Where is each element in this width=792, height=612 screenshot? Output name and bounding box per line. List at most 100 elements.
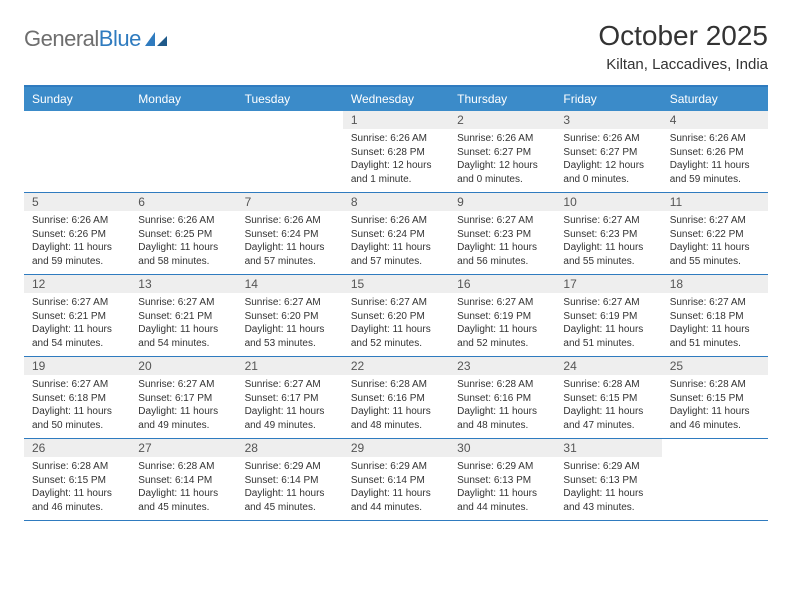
sunset-text: Sunset: 6:13 PM — [563, 474, 653, 488]
date-number: 29 — [343, 439, 449, 457]
sunrise-text: Sunrise: 6:27 AM — [670, 296, 760, 310]
day-info: Sunrise: 6:27 AMSunset: 6:18 PMDaylight:… — [24, 375, 130, 438]
sunrise-text: Sunrise: 6:27 AM — [457, 296, 547, 310]
week-row: 5Sunrise: 6:26 AMSunset: 6:26 PMDaylight… — [24, 193, 768, 275]
daylight-text: Daylight: 11 hours and 45 minutes. — [138, 487, 228, 514]
date-number: 5 — [24, 193, 130, 211]
brand-name-b: Blue — [99, 26, 141, 51]
day-info: Sunrise: 6:28 AMSunset: 6:16 PMDaylight:… — [449, 375, 555, 438]
sunrise-text: Sunrise: 6:29 AM — [457, 460, 547, 474]
day-cell: 23Sunrise: 6:28 AMSunset: 6:16 PMDayligh… — [449, 357, 555, 438]
day-info: Sunrise: 6:27 AMSunset: 6:19 PMDaylight:… — [449, 293, 555, 356]
day-info: Sunrise: 6:27 AMSunset: 6:18 PMDaylight:… — [662, 293, 768, 356]
day-cell — [237, 111, 343, 192]
daylight-text: Daylight: 11 hours and 59 minutes. — [32, 241, 122, 268]
sunrise-text: Sunrise: 6:28 AM — [138, 460, 228, 474]
sunset-text: Sunset: 6:20 PM — [245, 310, 335, 324]
day-info: Sunrise: 6:27 AMSunset: 6:19 PMDaylight:… — [555, 293, 661, 356]
sunset-text: Sunset: 6:13 PM — [457, 474, 547, 488]
sunrise-text: Sunrise: 6:27 AM — [563, 296, 653, 310]
daylight-text: Daylight: 11 hours and 53 minutes. — [245, 323, 335, 350]
daylight-text: Daylight: 11 hours and 57 minutes. — [245, 241, 335, 268]
sunrise-text: Sunrise: 6:28 AM — [563, 378, 653, 392]
day-info: Sunrise: 6:26 AMSunset: 6:25 PMDaylight:… — [130, 211, 236, 274]
sunset-text: Sunset: 6:20 PM — [351, 310, 441, 324]
sunrise-text: Sunrise: 6:26 AM — [670, 132, 760, 146]
sunrise-text: Sunrise: 6:27 AM — [670, 214, 760, 228]
date-number: 16 — [449, 275, 555, 293]
day-cell: 24Sunrise: 6:28 AMSunset: 6:15 PMDayligh… — [555, 357, 661, 438]
day-cell: 12Sunrise: 6:27 AMSunset: 6:21 PMDayligh… — [24, 275, 130, 356]
sunrise-text: Sunrise: 6:28 AM — [457, 378, 547, 392]
sunrise-text: Sunrise: 6:29 AM — [245, 460, 335, 474]
date-number: 27 — [130, 439, 236, 457]
day-info: Sunrise: 6:26 AMSunset: 6:24 PMDaylight:… — [343, 211, 449, 274]
sunrise-text: Sunrise: 6:29 AM — [563, 460, 653, 474]
week-row: 26Sunrise: 6:28 AMSunset: 6:15 PMDayligh… — [24, 439, 768, 521]
daylight-text: Daylight: 11 hours and 46 minutes. — [670, 405, 760, 432]
day-info: Sunrise: 6:27 AMSunset: 6:20 PMDaylight:… — [237, 293, 343, 356]
date-number: 4 — [662, 111, 768, 129]
date-number: 9 — [449, 193, 555, 211]
sunset-text: Sunset: 6:17 PM — [138, 392, 228, 406]
sunrise-text: Sunrise: 6:26 AM — [245, 214, 335, 228]
date-number: 13 — [130, 275, 236, 293]
date-number: 30 — [449, 439, 555, 457]
day-info: Sunrise: 6:27 AMSunset: 6:17 PMDaylight:… — [237, 375, 343, 438]
date-number: 24 — [555, 357, 661, 375]
day-info: Sunrise: 6:29 AMSunset: 6:13 PMDaylight:… — [555, 457, 661, 520]
day-cell: 10Sunrise: 6:27 AMSunset: 6:23 PMDayligh… — [555, 193, 661, 274]
day-info: Sunrise: 6:27 AMSunset: 6:23 PMDaylight:… — [449, 211, 555, 274]
day-info: Sunrise: 6:26 AMSunset: 6:26 PMDaylight:… — [24, 211, 130, 274]
day-info: Sunrise: 6:28 AMSunset: 6:14 PMDaylight:… — [130, 457, 236, 520]
month-title: October 2025 — [598, 20, 768, 52]
date-number: 23 — [449, 357, 555, 375]
sunset-text: Sunset: 6:28 PM — [351, 146, 441, 160]
date-number: 6 — [130, 193, 236, 211]
sunset-text: Sunset: 6:18 PM — [670, 310, 760, 324]
sunrise-text: Sunrise: 6:28 AM — [670, 378, 760, 392]
sunrise-text: Sunrise: 6:26 AM — [32, 214, 122, 228]
day-cell: 6Sunrise: 6:26 AMSunset: 6:25 PMDaylight… — [130, 193, 236, 274]
date-number: 7 — [237, 193, 343, 211]
sunset-text: Sunset: 6:15 PM — [670, 392, 760, 406]
daylight-text: Daylight: 11 hours and 56 minutes. — [457, 241, 547, 268]
day-cell: 21Sunrise: 6:27 AMSunset: 6:17 PMDayligh… — [237, 357, 343, 438]
week-row: 19Sunrise: 6:27 AMSunset: 6:18 PMDayligh… — [24, 357, 768, 439]
sunrise-text: Sunrise: 6:26 AM — [351, 132, 441, 146]
day-header-wednesday: Wednesday — [343, 87, 449, 111]
date-number: 31 — [555, 439, 661, 457]
date-number: 19 — [24, 357, 130, 375]
day-cell: 16Sunrise: 6:27 AMSunset: 6:19 PMDayligh… — [449, 275, 555, 356]
sunset-text: Sunset: 6:15 PM — [563, 392, 653, 406]
sunrise-text: Sunrise: 6:26 AM — [457, 132, 547, 146]
day-cell: 2Sunrise: 6:26 AMSunset: 6:27 PMDaylight… — [449, 111, 555, 192]
date-number: 8 — [343, 193, 449, 211]
day-cell: 19Sunrise: 6:27 AMSunset: 6:18 PMDayligh… — [24, 357, 130, 438]
day-info: Sunrise: 6:27 AMSunset: 6:21 PMDaylight:… — [24, 293, 130, 356]
brand-logo: GeneralBlue — [24, 20, 169, 52]
sunset-text: Sunset: 6:21 PM — [138, 310, 228, 324]
sunrise-text: Sunrise: 6:28 AM — [32, 460, 122, 474]
day-info: Sunrise: 6:26 AMSunset: 6:27 PMDaylight:… — [555, 129, 661, 192]
daylight-text: Daylight: 12 hours and 0 minutes. — [563, 159, 653, 186]
date-number: 20 — [130, 357, 236, 375]
date-number: 22 — [343, 357, 449, 375]
day-info: Sunrise: 6:26 AMSunset: 6:28 PMDaylight:… — [343, 129, 449, 192]
date-number: 28 — [237, 439, 343, 457]
sunset-text: Sunset: 6:18 PM — [32, 392, 122, 406]
day-info: Sunrise: 6:27 AMSunset: 6:17 PMDaylight:… — [130, 375, 236, 438]
daylight-text: Daylight: 11 hours and 48 minutes. — [351, 405, 441, 432]
daylight-text: Daylight: 11 hours and 55 minutes. — [670, 241, 760, 268]
date-number: 21 — [237, 357, 343, 375]
daylight-text: Daylight: 11 hours and 44 minutes. — [457, 487, 547, 514]
sunrise-text: Sunrise: 6:29 AM — [351, 460, 441, 474]
week-row: 1Sunrise: 6:26 AMSunset: 6:28 PMDaylight… — [24, 111, 768, 193]
calendar-page: GeneralBlue October 2025 Kiltan, Laccadi… — [0, 0, 792, 521]
sunrise-text: Sunrise: 6:27 AM — [32, 296, 122, 310]
sunrise-text: Sunrise: 6:27 AM — [563, 214, 653, 228]
day-info: Sunrise: 6:29 AMSunset: 6:14 PMDaylight:… — [237, 457, 343, 520]
sunset-text: Sunset: 6:24 PM — [245, 228, 335, 242]
day-cell: 1Sunrise: 6:26 AMSunset: 6:28 PMDaylight… — [343, 111, 449, 192]
sunset-text: Sunset: 6:27 PM — [563, 146, 653, 160]
